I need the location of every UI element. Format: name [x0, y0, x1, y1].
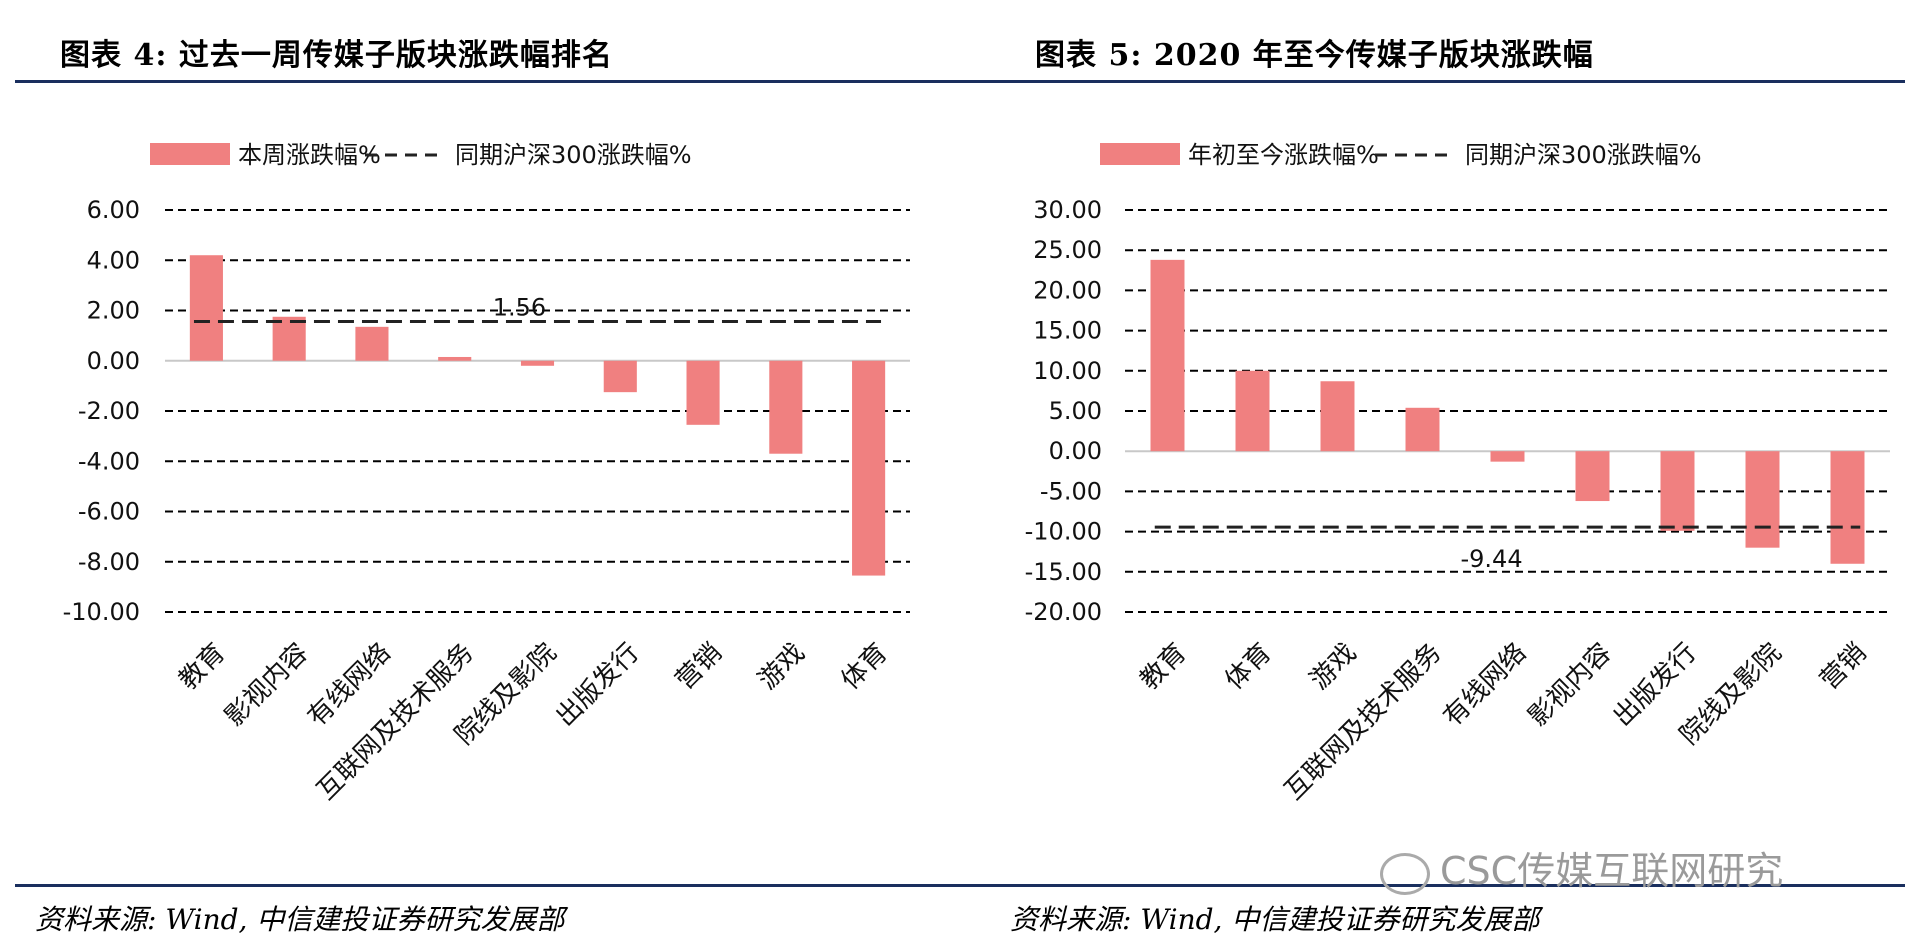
watermark: CSC传媒互联网研究 [1380, 840, 1783, 895]
x-category-label: 影视内容 [219, 638, 314, 733]
bar-6 [603, 360, 637, 393]
y-tick-label: -2.00 [78, 397, 140, 425]
legend-label-bar: 年初至今涨跌幅% [1188, 141, 1379, 169]
x-category-label: 互联网及技术服务 [1279, 638, 1447, 806]
legend-swatch-bar [1100, 143, 1180, 165]
bar-3 [355, 326, 389, 361]
y-tick-label: 30.00 [1033, 196, 1102, 224]
x-category-label: 教育 [173, 638, 231, 696]
y-tick-label: -6.00 [78, 498, 140, 526]
panel-chart-4: 图表 4: 过去一周传媒子版块涨跌幅排名 本周涨跌幅% 同期沪深300涨跌幅% 6.… [15, 38, 960, 936]
y-tick-label: 0.00 [1049, 437, 1102, 465]
legend-swatch-bar [150, 143, 230, 165]
bar-7 [1660, 451, 1695, 531]
y-tick-label: 6.00 [87, 196, 140, 224]
y-tick-label: 10.00 [1033, 357, 1102, 385]
x-category-label: 体育 [1219, 638, 1277, 696]
chart-5-plot: 年初至今涨跌幅% 同期沪深300涨跌幅% 30.00 25.00 20.00 15.00 1… [1025, 141, 1890, 806]
legend: 本周涨跌幅% 同期沪深300涨跌幅% [150, 141, 692, 169]
bar-1 [1150, 259, 1185, 452]
y-tick-label: 4.00 [87, 246, 140, 274]
bar-2 [272, 316, 306, 361]
x-category-label: 游戏 [1304, 638, 1362, 696]
x-category-label: 体育 [836, 638, 894, 696]
top-rule [960, 80, 1905, 83]
chart-4-source: 资料来源: Wind, 中信建投证券研究发展部 [35, 903, 565, 936]
y-tick-label: -15.00 [1025, 558, 1102, 586]
bar-8 [769, 360, 803, 454]
bar-4 [1405, 407, 1440, 452]
chart-4-title: 图表 4: 过去一周传媒子版块涨跌幅排名 [60, 38, 613, 73]
bar-2 [1235, 370, 1270, 452]
x-category-label: 游戏 [753, 638, 811, 696]
chart-5-title: 图表 5: 2020 年至今传媒子版块涨跌幅 [1035, 38, 1594, 73]
x-category-label: 出版发行 [550, 638, 645, 733]
y-tick-label: 2.00 [87, 297, 140, 325]
y-tick-label: 25.00 [1033, 236, 1102, 264]
y-tick-label: 20.00 [1033, 276, 1102, 304]
panel-chart-5: 图表 5: 2020 年至今传媒子版块涨跌幅 年初至今涨跌幅% 同期沪深300涨跌… [960, 0, 1920, 943]
x-category-label: 有线网络 [1438, 638, 1533, 733]
bar-5 [520, 360, 555, 366]
bar-7 [686, 360, 720, 425]
benchmark-annotation: 1.56 [493, 294, 546, 322]
x-category-label: 教育 [1134, 638, 1192, 696]
bar-3 [1320, 381, 1355, 452]
bar-9 [1830, 451, 1865, 564]
legend-label-bar: 本周涨跌幅% [238, 141, 381, 169]
bar-6 [1575, 451, 1610, 502]
top-rule [15, 80, 960, 83]
x-category-label: 影视内容 [1523, 638, 1618, 733]
y-tick-label: -8.00 [78, 548, 140, 576]
chart-4-plot: 本周涨跌幅% 同期沪深300涨跌幅% 6.00 4.00 2.00 0.00 -2.00 -4… [63, 141, 910, 806]
legend-label-line: 同期沪深300涨跌幅% [455, 141, 692, 169]
bar-4 [438, 356, 472, 361]
y-tick-label: 15.00 [1033, 317, 1102, 345]
watermark-text: CSC传媒互联网研究 [1440, 849, 1784, 893]
bar-5 [1490, 451, 1525, 462]
y-tick-label: -10.00 [63, 598, 140, 626]
y-tick-label: -4.00 [78, 447, 140, 475]
x-category-label: 营销 [670, 638, 728, 696]
bar-1 [189, 255, 223, 361]
y-tick-label: 0.00 [87, 347, 140, 375]
y-tick-label: 5.00 [1049, 397, 1102, 425]
x-category-label: 互联网及技术服务 [311, 638, 479, 806]
bottom-rule [960, 884, 1905, 887]
bar-8 [1745, 451, 1780, 548]
x-category-label: 营销 [1814, 638, 1872, 696]
bottom-rule [15, 884, 960, 887]
chart-5-source: 资料来源: Wind, 中信建投证券研究发展部 [1010, 903, 1540, 936]
y-tick-label: -20.00 [1025, 598, 1102, 626]
benchmark-annotation: -9.44 [1461, 545, 1523, 573]
bar-9 [852, 360, 886, 576]
legend-label-line: 同期沪深300涨跌幅% [1465, 141, 1702, 169]
legend: 年初至今涨跌幅% 同期沪深300涨跌幅% [1100, 141, 1702, 169]
y-tick-label: -10.00 [1025, 518, 1102, 546]
y-tick-label: -5.00 [1040, 477, 1102, 505]
wechat-icon [1380, 852, 1430, 895]
